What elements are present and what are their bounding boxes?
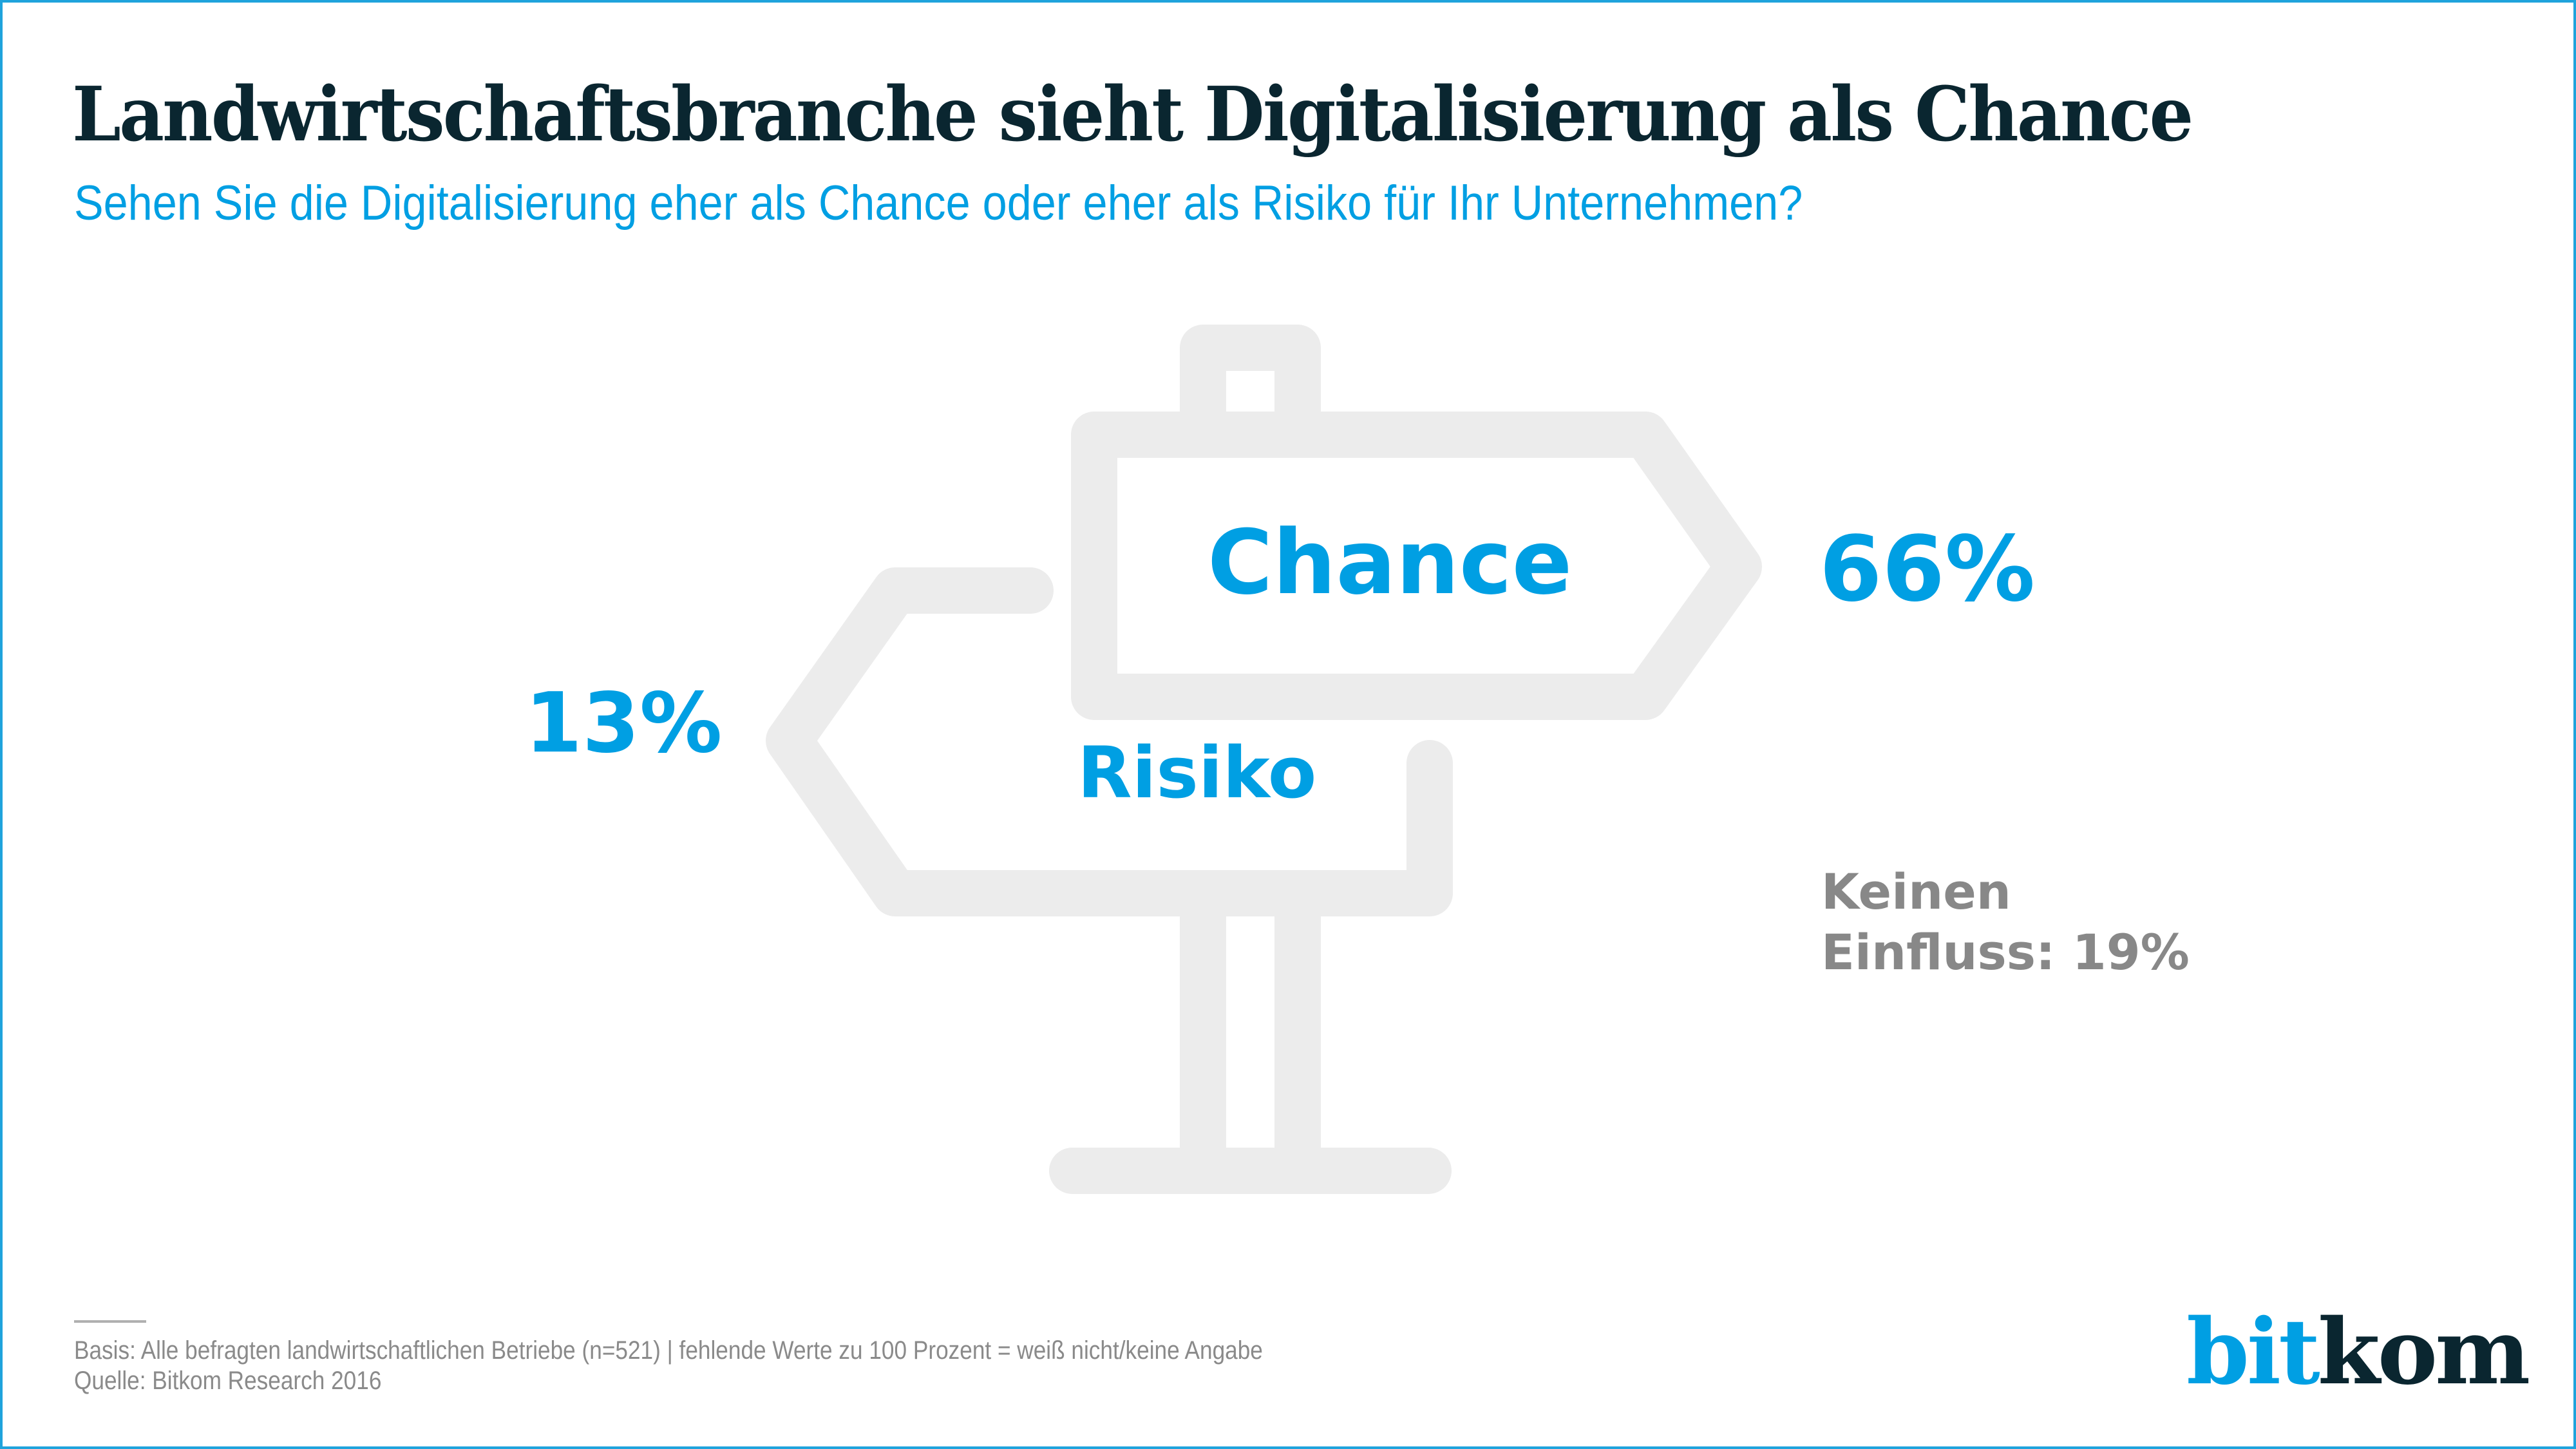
risiko-value: 13% [525, 676, 723, 772]
bitkom-logo: bitkom [2186, 1307, 2530, 1397]
no-impact-line2: Einfluss: 19% [1821, 923, 2190, 981]
logo-part-bit: bit [2186, 1300, 2320, 1405]
chance-label: Chance [1208, 511, 1573, 614]
risiko-label: Risiko [1077, 732, 1317, 814]
logo-part-kom: kom [2317, 1300, 2531, 1405]
page-subtitle: Sehen Sie die Digitalisierung eher als C… [74, 176, 1803, 231]
no-impact-label: Keinen Einfluss: 19% [1821, 862, 2190, 983]
footer-source: Quelle: Bitkom Research 2016 [74, 1367, 382, 1395]
chance-value: 66% [1819, 517, 2036, 622]
risiko-sign-board [766, 567, 1453, 916]
footer-basis: Basis: Alle befragten landwirtschaftlich… [74, 1336, 1263, 1365]
no-impact-line1: Keinen [1821, 863, 2011, 920]
page-title: Landwirtschaftsbranche sieht Digitalisie… [72, 71, 2193, 158]
post-top [1180, 325, 1321, 435]
footer-divider [74, 1320, 146, 1323]
chance-sign-board [1071, 412, 1762, 720]
